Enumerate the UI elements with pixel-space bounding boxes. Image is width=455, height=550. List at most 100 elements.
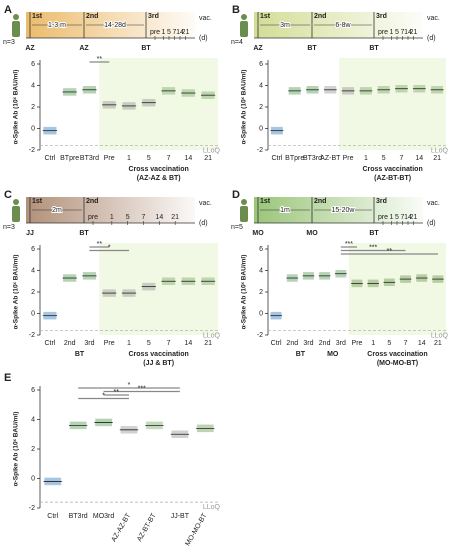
dose-label: 2nd xyxy=(314,13,326,20)
y-tick-label: 2 xyxy=(259,104,263,111)
day-unit: (d) xyxy=(427,35,436,42)
dose-label: 1st xyxy=(32,198,43,205)
y-tick-label: 6 xyxy=(259,246,263,253)
y-tick-label: 6 xyxy=(259,61,263,68)
dose-label: 3rd xyxy=(148,13,159,20)
x-tick-label: Ctrl xyxy=(44,340,55,347)
day-label: 21 xyxy=(171,214,179,221)
dose-label: 1st xyxy=(260,13,271,20)
lloq-label: LLoQ xyxy=(203,148,221,155)
significance-label: ** xyxy=(387,248,393,255)
day-label: pre xyxy=(378,214,388,221)
y-axis-label: α-Spike Ab (10ˣ BAU/ml) xyxy=(241,70,248,145)
day-label: pre xyxy=(150,29,160,36)
day-label: 21 xyxy=(182,29,190,36)
x-tick-label: 3rd xyxy=(84,340,94,347)
day-label: 1 xyxy=(110,214,114,221)
y-tick-label: 2 xyxy=(31,446,35,453)
group-sublabel: (MO-MO-BT) xyxy=(377,360,418,367)
panel-letter: C xyxy=(4,189,12,201)
y-tick-label: 4 xyxy=(259,82,263,89)
group-sublabel: (AZ-AZ & BT) xyxy=(137,175,181,182)
y-axis-label: α-Spike Ab (10ˣ BAU/ml) xyxy=(13,412,20,487)
day-label: 7 xyxy=(142,214,146,221)
significance-label: * xyxy=(128,382,131,389)
dose-label: 1st xyxy=(32,13,43,20)
x-tick-label: 1 xyxy=(127,340,131,347)
person-icon xyxy=(12,206,20,222)
significance-label: *** xyxy=(138,385,146,392)
significance-label: *** xyxy=(345,241,353,248)
dose-vaccine: AZ xyxy=(79,45,89,52)
cohort-size: n=3 xyxy=(3,39,15,46)
dose-label: 3rd xyxy=(376,13,387,20)
y-tick-label: -2 xyxy=(29,505,35,512)
significance-label: ** xyxy=(114,389,120,396)
x-tick-label: Ctrl xyxy=(47,513,58,520)
interval-label: 1-3 m xyxy=(48,22,66,29)
x-tick-label: 21 xyxy=(204,155,212,162)
x-tick-label: 14 xyxy=(415,155,423,162)
x-tick-label: Ctrl xyxy=(271,155,282,162)
group-label: Cross vaccination xyxy=(129,351,189,358)
y-tick-label: 0 xyxy=(259,125,263,132)
day-label: 14 xyxy=(404,29,412,36)
person-icon xyxy=(241,199,247,205)
x-tick-label: 14 xyxy=(418,340,426,347)
x-tick-label: 7 xyxy=(400,155,404,162)
day-label: 5 xyxy=(167,29,171,36)
group-label: Cross vaccination xyxy=(367,351,427,358)
y-axis-label: α-Spike Ab (10ˣ BAU/ml) xyxy=(13,255,20,330)
day-label: 14 xyxy=(176,29,184,36)
dose-vaccine: MO xyxy=(306,230,318,237)
x-tick-label: Pre xyxy=(104,340,115,347)
significance-label: ** xyxy=(97,56,103,63)
group-sublabel: (JJ & BT) xyxy=(143,360,174,367)
y-tick-label: 6 xyxy=(31,61,35,68)
y-tick-label: 4 xyxy=(31,416,35,423)
lloq-label: LLoQ xyxy=(431,148,449,155)
cross-region xyxy=(99,243,218,335)
lloq-label: LLoQ xyxy=(203,333,221,340)
group-label: Cross vaccination xyxy=(362,166,422,173)
person-icon xyxy=(240,206,248,222)
y-tick-label: 2 xyxy=(31,104,35,111)
x-tick-label: BTpre xyxy=(285,155,304,162)
x-tick-label: Pre xyxy=(104,155,115,162)
person-icon xyxy=(13,14,19,20)
group-label: Cross vaccination xyxy=(129,166,189,173)
x-tick-label: AZ-BT xyxy=(320,155,341,162)
day-label: 5 xyxy=(395,214,399,221)
y-tick-label: -2 xyxy=(29,332,35,339)
interval-label: 1m xyxy=(280,207,290,214)
x-tick-label: 2nd xyxy=(64,340,76,347)
y-axis-label: α-Spike Ab (10ˣ BAU/ml) xyxy=(13,70,20,145)
day-unit: (d) xyxy=(427,220,436,227)
x-tick-label: 5 xyxy=(382,155,386,162)
y-tick-label: 0 xyxy=(31,475,35,482)
x-tick-label: BT3rd xyxy=(80,155,99,162)
interval-label: 2m xyxy=(52,207,62,214)
day-label: 21 xyxy=(410,214,418,221)
y-tick-label: 0 xyxy=(31,310,35,317)
y-tick-label: 2 xyxy=(259,289,263,296)
dose-label: 2nd xyxy=(314,198,326,205)
day-label: pre xyxy=(88,214,98,221)
dose-label: 1st xyxy=(260,198,271,205)
x-tick-label: BTpre xyxy=(60,155,79,162)
dose-vaccine: MO xyxy=(252,230,264,237)
x-tick-label: 5 xyxy=(387,340,391,347)
day-label: 7 xyxy=(401,214,405,221)
dose-label: 3rd xyxy=(376,198,387,205)
day-label: 7 xyxy=(173,29,177,36)
x-tick-label: 7 xyxy=(167,340,171,347)
interval-label: 6-8w xyxy=(335,22,351,29)
dose-vaccine: AZ xyxy=(25,45,35,52)
x-tick-label: 1 xyxy=(371,340,375,347)
x-tick-label: Ctrl xyxy=(271,340,282,347)
y-tick-label: 6 xyxy=(31,246,35,253)
x-tick-label: Ctrl xyxy=(44,155,55,162)
person-icon xyxy=(13,199,19,205)
cohort-size: n=4 xyxy=(231,39,243,46)
